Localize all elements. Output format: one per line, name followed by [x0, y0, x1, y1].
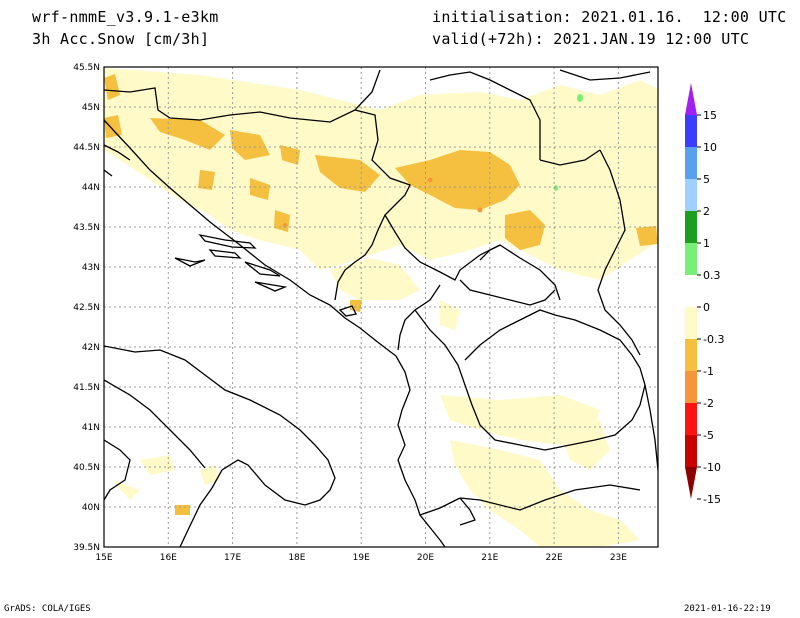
init-time: initialisation: 2021.01.16. 12:00 UTC: [432, 8, 787, 26]
latitude-labels: 45.5N 45N 44.5N 44N 43.5N 43N 42.5N 42N 41.5N 41N…: [73, 63, 100, 553]
lon-label: 17E: [224, 553, 241, 563]
lon-label: 19E: [353, 553, 370, 563]
colorbar-segment: [685, 115, 697, 147]
colorbar-label: 1: [703, 237, 710, 250]
colorbar-segment: [685, 243, 697, 275]
colorbar-label: 0: [703, 301, 710, 314]
lat-label: 42N: [82, 343, 100, 353]
lat-label: 43N: [82, 263, 100, 273]
longitude-labels: 15E 16E 17E 18E 19E 20E 21E 22E 23E: [95, 553, 627, 563]
colorbar-label: 10: [703, 141, 717, 154]
colorbar-segment: [685, 147, 697, 179]
lat-label: 41N: [82, 423, 100, 433]
model-name: wrf-nmmE_v3.9.1-e3km: [32, 8, 219, 26]
lat-label: 44.5N: [73, 143, 100, 153]
colorbar-segment: [685, 339, 697, 371]
coastlines-borders: [104, 69, 658, 547]
colorbar-label: -15: [703, 493, 721, 506]
snow-shading: [104, 68, 658, 547]
colorbar-label: 5: [703, 173, 710, 186]
lat-label: 44N: [82, 183, 100, 193]
lat-label: 40N: [82, 503, 100, 513]
lat-label: 45.5N: [73, 63, 100, 73]
lat-label: 39.5N: [73, 543, 100, 553]
colorbar-label: -1: [703, 365, 714, 378]
lon-label: 16E: [160, 553, 177, 563]
colorbar-label: -5: [703, 429, 714, 442]
colorbar: 15 10 5 2 1 0.3 0 -0.3 -1 -2 -5 -10 -15: [685, 83, 724, 506]
lon-label: 18E: [288, 553, 305, 563]
colorbar-segment: [685, 371, 697, 403]
lat-label: 40.5N: [73, 463, 100, 473]
colorbar-segment: [685, 403, 697, 435]
grads-credit: GrADS: COLA/IGES: [4, 604, 91, 614]
lon-label: 23E: [610, 553, 627, 563]
lat-label: 43.5N: [73, 223, 100, 233]
colorbar-segment: [685, 435, 697, 467]
map-frame: [103, 66, 659, 548]
colorbar-label: -10: [703, 461, 721, 474]
colorbar-label: 0.3: [703, 269, 721, 282]
colorbar-label: -0.3: [703, 333, 724, 346]
lon-label: 22E: [546, 553, 563, 563]
field-name: 3h Acc.Snow [cm/3h]: [32, 30, 210, 48]
colorbar-segment: [685, 211, 697, 243]
lon-label: 20E: [417, 553, 434, 563]
colorbar-bottom-arrow: [685, 467, 697, 499]
colorbar-segment: [685, 179, 697, 211]
colorbar-label: 15: [703, 109, 717, 122]
lat-label: 41.5N: [73, 383, 100, 393]
colorbar-label: -2: [703, 397, 714, 410]
lon-label: 15E: [95, 553, 112, 563]
colorbar-top-arrow: [685, 83, 697, 115]
colorbar-segment: [685, 307, 697, 339]
valid-time: valid(+72h): 2021.JAN.19 12:00 UTC: [432, 30, 750, 48]
render-timestamp: 2021-01-16-22:19: [684, 604, 771, 614]
colorbar-label: 2: [703, 205, 710, 218]
lat-label: 45N: [82, 103, 100, 113]
lat-label: 42.5N: [73, 303, 100, 313]
colorbar-segment: [685, 275, 697, 307]
lon-label: 21E: [481, 553, 498, 563]
map-grid: [104, 67, 658, 547]
